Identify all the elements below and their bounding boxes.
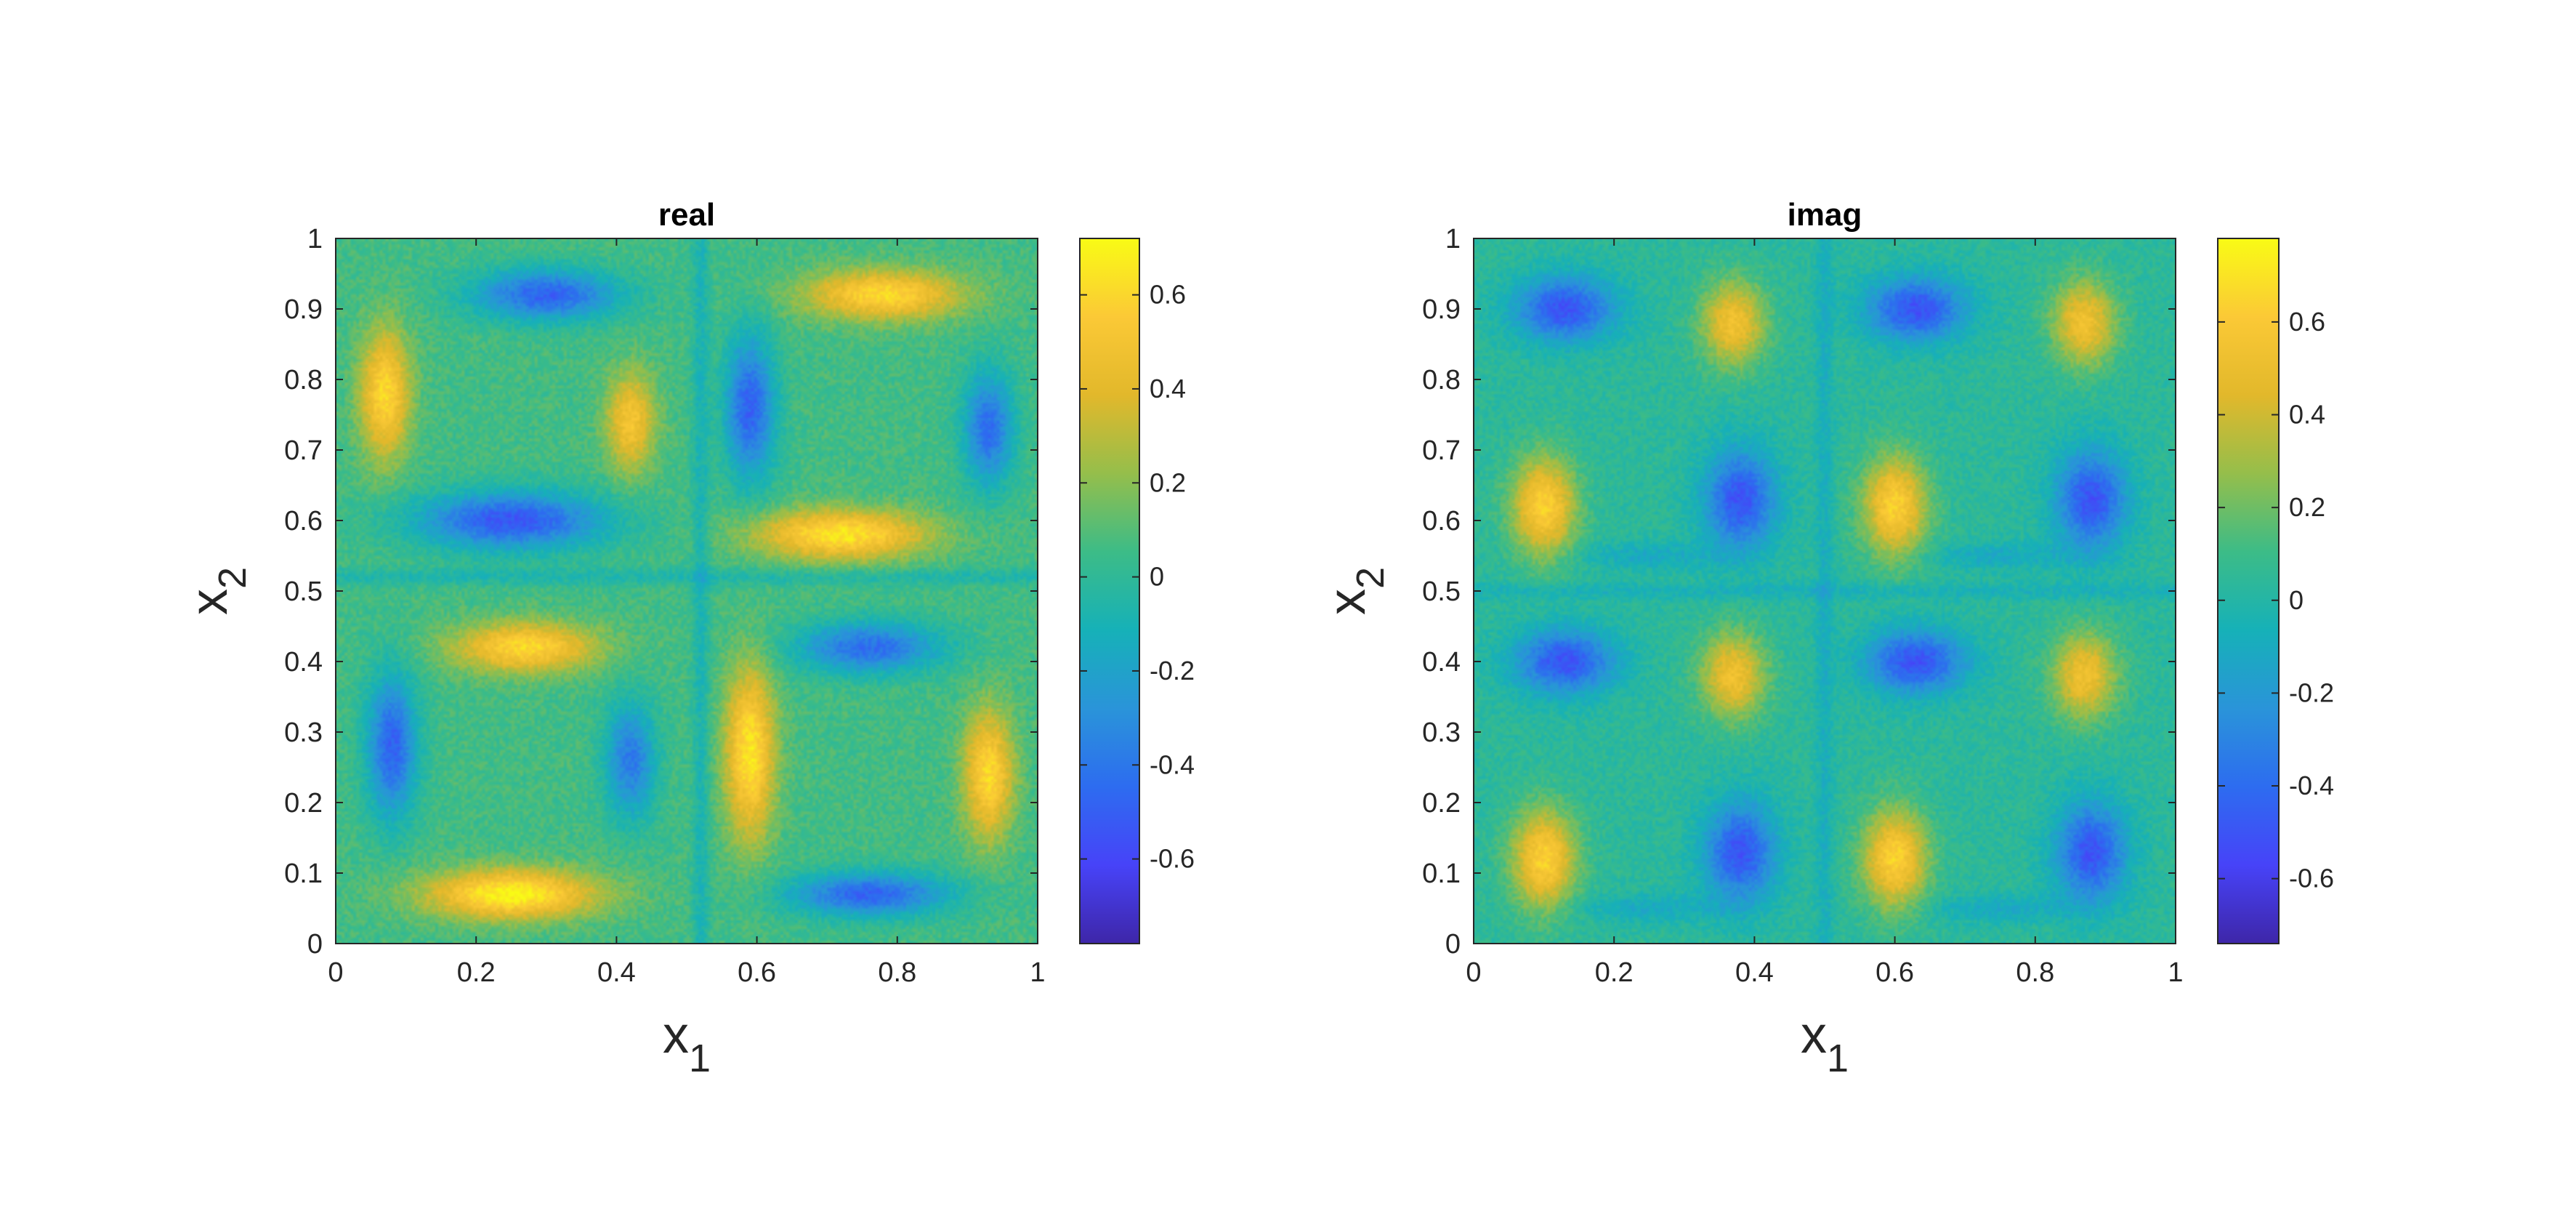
y-axis-label-sub: 2 — [1349, 567, 1392, 589]
y-tick-label: 1 — [307, 224, 323, 254]
x-tick-label: 0.8 — [2016, 957, 2054, 988]
y-tick-label: 0.8 — [1422, 365, 1461, 395]
colorbar — [2217, 238, 2280, 944]
panel-imag: 0 0.2 0.4 0.6 0.8 1 0 0.1 0.2 0.3 0.4 0.5 0.6 0.7 0.8 0… — [1318, 197, 2334, 1080]
x-tick-label: 0 — [328, 957, 343, 988]
y-tick-label: 0 — [1445, 929, 1461, 960]
y-tick-label: 0.2 — [284, 788, 323, 819]
colorbar-tick-label: 0.4 — [2289, 400, 2325, 430]
colorbar-tick-label: 0.6 — [1150, 280, 1186, 310]
x-axis-label: x1 — [1801, 1006, 1849, 1080]
x-tick-label: 0 — [1466, 957, 1481, 988]
y-tick-label: 0.1 — [284, 859, 323, 889]
y-tick-label: 0.2 — [1422, 788, 1461, 819]
y-tick-label: 0.7 — [284, 435, 323, 466]
colorbar-tick-label: 0.4 — [1150, 374, 1186, 403]
colorbar-tick-label: -0.2 — [1150, 656, 1195, 686]
y-tick-label: 0.4 — [284, 647, 323, 678]
y-tick-label: 0 — [307, 929, 323, 960]
colorbar-tick-label: -0.4 — [2289, 771, 2334, 800]
x-tick-label: 0.4 — [1735, 957, 1774, 988]
y-tick-label: 0.4 — [1422, 647, 1461, 678]
panels: 0 0.2 0.4 0.6 0.8 1 0 0.1 0.2 0.3 0.4 0.5 0.6 0.7 0.8 0… — [180, 197, 2334, 1080]
x-tick-label: 0.4 — [597, 957, 636, 988]
y-tick-label: 0.8 — [284, 365, 323, 395]
y-tick-label: 0.3 — [1422, 717, 1461, 748]
y-axis-label: x2 — [180, 567, 254, 615]
y-tick-label: 0.5 — [1422, 576, 1461, 607]
colorbar-tick-label: -0.6 — [2289, 864, 2334, 893]
y-tick-label: 0.7 — [1422, 435, 1461, 466]
x-axis-label: x1 — [663, 1006, 711, 1080]
y-tick-label: 0.3 — [284, 717, 323, 748]
colorbar-tick-label: -0.4 — [1150, 749, 1195, 779]
x-tick-label: 0.6 — [1876, 957, 1914, 988]
x-axis-label-base: x — [1801, 1006, 1827, 1064]
panel-real: 0 0.2 0.4 0.6 0.8 1 0 0.1 0.2 0.3 0.4 0.5 0.6 0.7 0.8 0… — [180, 197, 1195, 1080]
x-axis-label-base: x — [663, 1006, 689, 1064]
heatmap-image — [1474, 238, 2176, 944]
x-tick-label: 0.8 — [878, 957, 916, 988]
y-tick-label: 0.6 — [1422, 506, 1461, 536]
y-axis-label-sub: 2 — [211, 567, 254, 589]
chart-title: imag — [1788, 197, 1862, 233]
y-tick-label: 0.6 — [284, 506, 323, 536]
colorbar-tick-label: 0.2 — [1150, 467, 1186, 497]
colorbar-tick-label: 0.2 — [2289, 492, 2325, 522]
x-axis-label-sub: 1 — [1827, 1037, 1849, 1080]
heatmap-image — [336, 238, 1038, 944]
y-tick-label: 0.9 — [1422, 294, 1461, 325]
y-tick-label: 0.5 — [284, 576, 323, 607]
chart-title: real — [658, 197, 715, 233]
x-tick-label: 0.2 — [457, 957, 496, 988]
colorbar — [1079, 238, 1140, 944]
x-tick-label: 1 — [1030, 957, 1045, 988]
x-axis-label-sub: 1 — [689, 1037, 711, 1080]
y-tick-label: 0.9 — [284, 294, 323, 325]
y-axis-label: x2 — [1318, 567, 1392, 615]
colorbar-tick-label: 0 — [2289, 585, 2304, 615]
colorbar-tick-label: -0.2 — [2289, 678, 2334, 707]
y-axis-label-base: x — [1318, 589, 1376, 615]
x-tick-label: 1 — [2168, 957, 2183, 988]
y-tick-label: 1 — [1445, 224, 1461, 254]
y-tick-label: 0.1 — [1422, 859, 1461, 889]
y-axis-label-base: x — [180, 589, 238, 615]
x-tick-label: 0.6 — [738, 957, 776, 988]
x-tick-label: 0.2 — [1595, 957, 1634, 988]
colorbar-tick-label: 0 — [1150, 562, 1164, 592]
colorbar-tick-label: -0.6 — [1150, 844, 1195, 874]
colorbar-tick-label: 0.6 — [2289, 307, 2325, 337]
